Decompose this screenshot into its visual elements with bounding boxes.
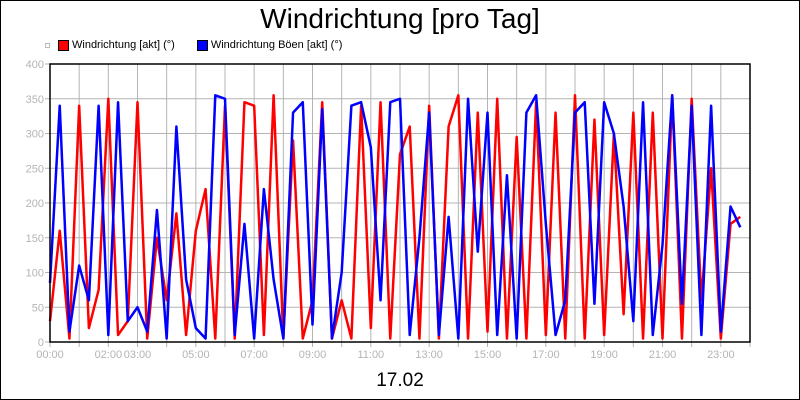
x-tick-label: 09:00 — [299, 349, 327, 361]
x-tick-label: 05:00 — [182, 349, 210, 361]
x-tick-label: 03:00 — [124, 349, 152, 361]
y-tick-label: 150 — [26, 233, 44, 245]
y-tick-label: 0 — [38, 337, 44, 349]
x-tick-label: 19:00 — [590, 349, 618, 361]
x-axis-label: 17.02 — [376, 370, 424, 391]
legend-item-boeen: Windrichtung Böen [akt] (°) — [196, 39, 343, 51]
x-tick-label: 07:00 — [240, 349, 268, 361]
x-tick-label: 13:00 — [415, 349, 443, 361]
plot-frame — [49, 63, 751, 343]
chart-title: Windrichtung [pro Tag] — [260, 3, 540, 34]
legend-swatch-red — [58, 39, 69, 51]
legend-swatch-blue — [196, 39, 208, 51]
y-tick-label: 250 — [26, 163, 44, 175]
x-tick-label: 02:00 — [95, 349, 123, 361]
x-tick-label: 23:00 — [707, 349, 735, 361]
x-tick-label: 11:00 — [357, 349, 384, 361]
legend-label: Windrichtung [akt] (°) — [72, 39, 175, 51]
series-line-windrichtung — [48, 94, 742, 340]
legend-item-windrichtung: Windrichtung [akt] (°) — [58, 39, 175, 51]
legend: Windrichtung [akt] (°) Windrichtung Böen… — [45, 39, 364, 51]
y-tick-label: 300 — [26, 129, 44, 141]
y-tick-label: 400 — [26, 59, 44, 71]
x-tick-label: 00:00 — [36, 349, 64, 361]
y-tick-label: 200 — [26, 198, 44, 210]
x-tick-label: 17:00 — [532, 349, 560, 361]
y-tick-label: 350 — [26, 94, 44, 106]
y-tick-label: 100 — [26, 268, 44, 280]
series-line-boeen — [48, 94, 742, 340]
legend-marker-icon — [45, 42, 50, 48]
legend-label: Windrichtung Böen [akt] (°) — [210, 39, 343, 51]
y-tick-label: 50 — [32, 302, 44, 314]
x-tick-label: 15:00 — [474, 349, 502, 361]
x-tick-label: 21:00 — [649, 349, 677, 361]
